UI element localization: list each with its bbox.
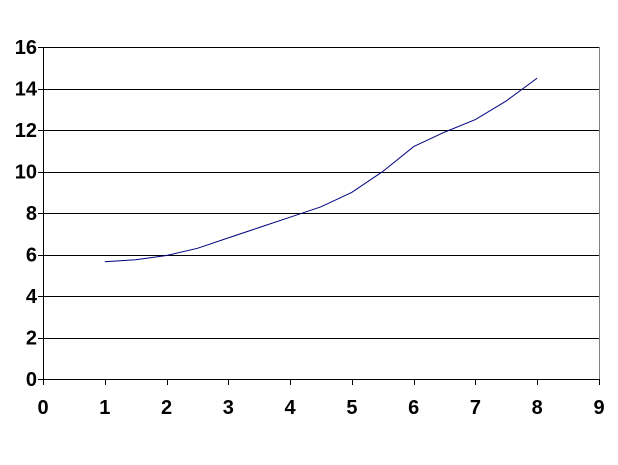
y-tick-label-16: 16 bbox=[15, 37, 37, 59]
x-tick-label-7: 7 bbox=[470, 397, 481, 419]
x-tick-label-0: 0 bbox=[37, 397, 48, 419]
x-tick-label-8: 8 bbox=[532, 397, 543, 419]
y-tick-label-10: 10 bbox=[15, 162, 37, 184]
axes bbox=[38, 47, 600, 385]
y-tick-label-6: 6 bbox=[26, 245, 37, 267]
x-tick-label-2: 2 bbox=[161, 397, 172, 419]
gridlines bbox=[43, 47, 599, 339]
y-tick-label-8: 8 bbox=[26, 203, 37, 225]
x-tick-label-4: 4 bbox=[285, 397, 297, 419]
y-tick-label-2: 2 bbox=[26, 328, 37, 350]
x-tick-label-6: 6 bbox=[408, 397, 419, 419]
y-tick-label-14: 14 bbox=[15, 79, 38, 101]
series-line-1 bbox=[104, 77, 538, 263]
y-tick-label-12: 12 bbox=[15, 120, 37, 142]
x-tick-label-1: 1 bbox=[99, 397, 110, 419]
x-tick-label-3: 3 bbox=[223, 397, 234, 419]
x-tick-label-9: 9 bbox=[593, 397, 604, 419]
x-tick-label-5: 5 bbox=[346, 397, 357, 419]
y-tick-label-4: 4 bbox=[26, 286, 38, 308]
y-tick-label-0: 0 bbox=[26, 369, 37, 391]
series-layer bbox=[104, 77, 538, 263]
